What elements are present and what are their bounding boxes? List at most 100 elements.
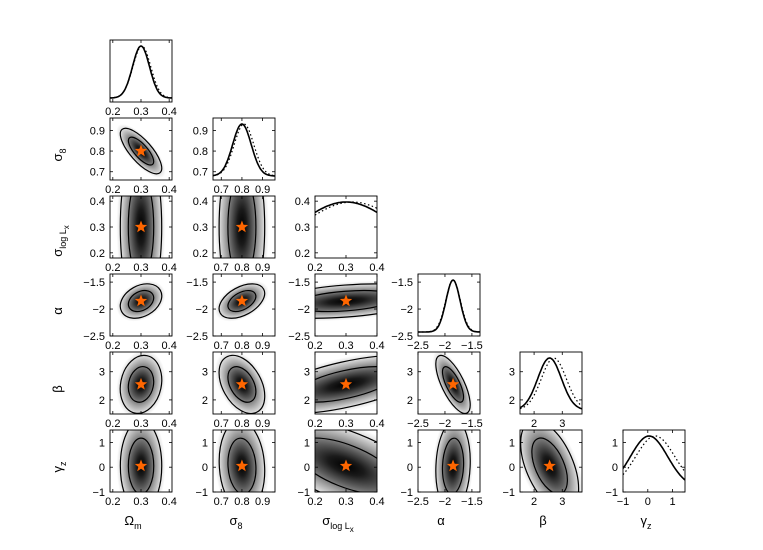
panel-frame: [212, 429, 276, 493]
label-subscript: z: [647, 521, 652, 531]
y-tick-label: −2: [92, 304, 105, 316]
y-tick-label: 3: [202, 367, 208, 379]
x-tick-label: 0.4: [369, 262, 384, 274]
label-symbol: σ: [322, 513, 330, 528]
contour-68: [227, 437, 257, 492]
y-axis-label-s8: σ8: [50, 148, 68, 161]
x-tick-label: 0.2: [105, 106, 120, 118]
y-tick-label: −2.5: [288, 331, 310, 343]
x-tick-label: 0.2: [105, 418, 120, 430]
fiducial-star: [235, 459, 249, 472]
contour-95: [119, 354, 163, 414]
label-subscript: m: [134, 521, 142, 531]
fiducial-star: [339, 294, 353, 307]
joint-panel-gammaz-s8: [214, 430, 269, 492]
y-tick-label: 2: [99, 395, 105, 407]
y-tick-label: −1.5: [391, 277, 413, 289]
panel-frame: [212, 351, 276, 415]
marginal-posterior-line: [418, 279, 480, 333]
y-tick-label: 0: [612, 462, 618, 474]
x-tick-label: −1.5: [461, 418, 483, 430]
contour-95: [520, 430, 580, 492]
y-tick-label: −2: [297, 304, 310, 316]
joint-panel-gammaz-beta: [520, 430, 582, 492]
y-tick-label: −1: [502, 487, 515, 499]
marginal-panel-alpha: [418, 279, 480, 333]
contour-95: [119, 196, 163, 258]
x-tick-label: 0.8: [234, 340, 249, 352]
joint-panel-beta-s8: [214, 352, 269, 414]
y-tick-label: −1: [195, 487, 208, 499]
marginal-posterior-line: [213, 123, 275, 177]
contour-95: [119, 283, 163, 319]
joint-panel-gammaz-Om: [116, 430, 166, 492]
fiducial-star: [235, 294, 249, 307]
y-tick-label: 2: [202, 395, 208, 407]
y-tick-label: 0.7: [193, 167, 208, 179]
x-tick-label: 0.2: [307, 340, 322, 352]
x-tick-label: 0.8: [234, 496, 249, 508]
x-tick-label: 0.8: [234, 184, 249, 196]
y-tick-label: 1: [407, 437, 413, 449]
y-tick-label: 0.4: [193, 196, 208, 208]
x-tick-label: 0.2: [105, 262, 120, 274]
joint-panel-gammaz-slogLx: [315, 430, 377, 492]
y-axis-label-slogLx: σlog Lx: [50, 225, 71, 257]
contour-95: [435, 354, 471, 414]
panel-frame: [519, 429, 583, 493]
y-axis-label-beta: β: [50, 385, 65, 392]
label-symbol: β: [539, 513, 546, 528]
marginal-posterior-line: [315, 201, 377, 214]
y-tick-label: 1: [99, 437, 105, 449]
x-tick-label: 0: [645, 496, 651, 508]
y-tick-label: 1: [202, 437, 208, 449]
y-tick-label: 0.9: [90, 125, 105, 137]
x-tick-label: 3: [559, 496, 565, 508]
x-axis-label-slogLx: σlog Lx: [322, 513, 354, 534]
y-axis-label-gammaz: γz: [50, 461, 68, 473]
y-axis-label-slogLx-text: σlog Lx: [50, 225, 71, 257]
y-tick-label: 0.3: [295, 222, 310, 234]
y-tick-label: 0.2: [193, 248, 208, 260]
contour-95: [218, 430, 266, 492]
y-tick-label: −1.5: [288, 277, 310, 289]
y-tick-label: −2: [400, 304, 413, 316]
y-tick-label: 0: [202, 462, 208, 474]
fiducial-star: [446, 377, 460, 390]
joint-panel-gammaz-alpha: [432, 430, 474, 492]
y-tick-label: −2.5: [83, 331, 105, 343]
label-subscript: log L: [330, 521, 350, 531]
label-symbol: α: [437, 513, 445, 528]
joint-panel-beta-slogLx: [315, 352, 377, 414]
y-tick-label: 1: [612, 437, 618, 449]
y-tick-label: −2.5: [186, 331, 208, 343]
y-tick-label: −2: [195, 304, 208, 316]
x-tick-label: 0.8: [234, 262, 249, 274]
x-axis-label-beta-text: β: [539, 513, 546, 528]
fiducial-star: [446, 459, 460, 472]
x-tick-label: 0.7: [214, 418, 229, 430]
x-tick-label: 3: [559, 418, 565, 430]
label-subscript: z: [58, 461, 68, 466]
y-tick-label: 3: [99, 367, 105, 379]
y-tick-label: 0.4: [295, 196, 310, 208]
x-tick-label: 0.4: [369, 340, 384, 352]
label-symbol: σ: [50, 153, 65, 161]
fiducial-star: [134, 377, 148, 390]
x-tick-label: 0.7: [214, 262, 229, 274]
fiducial-star: [235, 377, 249, 390]
x-tick-label: −1.5: [461, 496, 483, 508]
label-symbol: σ: [50, 249, 65, 257]
x-tick-label: −2.5: [407, 340, 429, 352]
contour-95: [315, 430, 377, 492]
marginal-panel-gammaz: [623, 435, 685, 481]
x-tick-label: −1: [617, 496, 630, 508]
y-tick-label: 2: [304, 395, 310, 407]
y-tick-label: 0.3: [193, 222, 208, 234]
contour-68: [315, 437, 377, 492]
x-tick-label: 0.2: [105, 184, 120, 196]
y-tick-label: 0.3: [90, 222, 105, 234]
y-tick-label: −1: [297, 487, 310, 499]
x-tick-label: 0.7: [214, 340, 229, 352]
fiducial-star: [235, 220, 249, 233]
